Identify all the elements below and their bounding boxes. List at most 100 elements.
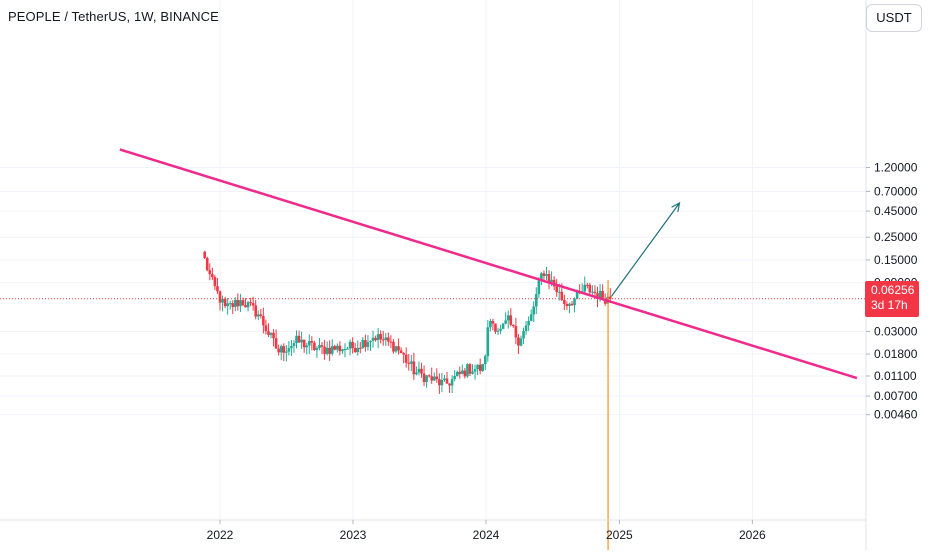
candle-body bbox=[410, 361, 413, 364]
candle-body bbox=[394, 346, 398, 352]
candle-body bbox=[343, 348, 347, 350]
candle-body bbox=[290, 346, 293, 349]
candle-body bbox=[318, 345, 321, 349]
x-tick-label: 2026 bbox=[739, 528, 766, 542]
candle-body bbox=[285, 351, 288, 353]
candle-body bbox=[453, 376, 456, 380]
candle-body bbox=[364, 340, 367, 347]
candle-body bbox=[381, 339, 385, 341]
candle-body bbox=[491, 320, 495, 324]
y-tick-label: 0.03000 bbox=[874, 324, 918, 338]
candle-body bbox=[267, 331, 270, 335]
candle-body bbox=[540, 273, 543, 281]
candle-body bbox=[504, 320, 507, 324]
x-axis[interactable]: 2022 2023 2024 2025 2026 bbox=[0, 519, 866, 542]
candle-body bbox=[529, 314, 533, 321]
candle-body bbox=[438, 379, 441, 386]
y-tick-label: 1.20000 bbox=[874, 160, 918, 174]
candle-body bbox=[458, 371, 462, 374]
candle-body bbox=[542, 273, 546, 276]
candle-body bbox=[325, 347, 329, 354]
candle-body bbox=[392, 341, 395, 352]
candle-body bbox=[534, 294, 538, 307]
candle-body bbox=[218, 291, 222, 303]
candle-body bbox=[389, 341, 393, 343]
y-tick-label: 0.00460 bbox=[874, 408, 918, 422]
candle-body bbox=[346, 348, 349, 350]
candle-body bbox=[547, 274, 551, 283]
candle-body bbox=[430, 376, 434, 381]
candle-body bbox=[496, 330, 500, 332]
candle-body bbox=[399, 350, 403, 354]
candle-body bbox=[532, 306, 536, 315]
candle-body bbox=[320, 345, 324, 347]
candle-body bbox=[443, 378, 446, 380]
bar-countdown: 3d 17h bbox=[871, 298, 908, 312]
candle-body bbox=[300, 339, 303, 343]
candle-body bbox=[537, 280, 541, 295]
y-tick-label: 0.25000 bbox=[874, 230, 918, 244]
candle-body bbox=[565, 304, 569, 306]
candle-body bbox=[412, 361, 416, 375]
candle-body bbox=[478, 364, 482, 371]
candle-body bbox=[366, 342, 370, 347]
candle-body bbox=[351, 341, 354, 349]
candle-body bbox=[249, 302, 252, 304]
candle-body bbox=[205, 257, 209, 271]
candle-body bbox=[466, 364, 469, 377]
candle-body bbox=[279, 346, 283, 353]
candle-body bbox=[598, 290, 602, 299]
candle-body bbox=[376, 334, 380, 341]
candle-body bbox=[463, 370, 467, 377]
candle-body bbox=[234, 299, 237, 307]
y-tick-label: 0.01100 bbox=[874, 369, 917, 383]
candle-body bbox=[244, 305, 247, 308]
y-tick-label: 0.70000 bbox=[874, 184, 918, 198]
candle-body bbox=[254, 305, 258, 317]
candle-body bbox=[307, 341, 311, 346]
candle-body bbox=[450, 379, 454, 386]
candle-body bbox=[550, 279, 553, 283]
candle-body bbox=[292, 343, 296, 347]
candle-body bbox=[231, 303, 235, 307]
candle-body bbox=[583, 284, 587, 292]
candle-body bbox=[239, 300, 242, 307]
candle-body bbox=[506, 315, 510, 321]
candle-body bbox=[445, 378, 449, 384]
candle-body bbox=[568, 303, 571, 306]
candle-body bbox=[374, 337, 377, 341]
candle-body bbox=[341, 349, 344, 352]
candle-body bbox=[486, 327, 490, 357]
currency-selector[interactable]: USDT bbox=[866, 4, 922, 32]
candle-body bbox=[295, 335, 298, 344]
candle-body bbox=[570, 303, 574, 306]
candle-body bbox=[379, 334, 382, 340]
candle-body bbox=[591, 291, 594, 293]
y-tick-label: 0.00700 bbox=[874, 389, 918, 403]
candle-body bbox=[348, 341, 352, 349]
y-axis[interactable]: 1.200000.700000.450000.250000.150000.090… bbox=[865, 0, 918, 550]
symbol-title[interactable]: PEOPLE / TetherUS, 1W, BINANCE bbox=[8, 9, 219, 24]
candle-body bbox=[330, 346, 334, 354]
candle-body bbox=[448, 383, 451, 386]
candle-body bbox=[608, 296, 612, 299]
candle-body bbox=[573, 298, 576, 306]
candle-body bbox=[213, 277, 217, 287]
grid bbox=[0, 0, 866, 520]
candle-body bbox=[440, 379, 444, 386]
candles bbox=[203, 250, 612, 394]
x-tick-label: 2023 bbox=[340, 528, 367, 542]
candle-body bbox=[603, 299, 607, 304]
candle-body bbox=[455, 371, 459, 377]
candle-body bbox=[524, 325, 528, 331]
candle-body bbox=[246, 302, 250, 308]
candle-body bbox=[476, 364, 479, 370]
candle-body bbox=[282, 346, 286, 353]
candle-body bbox=[481, 364, 485, 371]
candle-body bbox=[397, 346, 400, 351]
candle-body bbox=[415, 372, 418, 375]
candle-body bbox=[517, 337, 520, 346]
candle-body bbox=[563, 300, 566, 305]
